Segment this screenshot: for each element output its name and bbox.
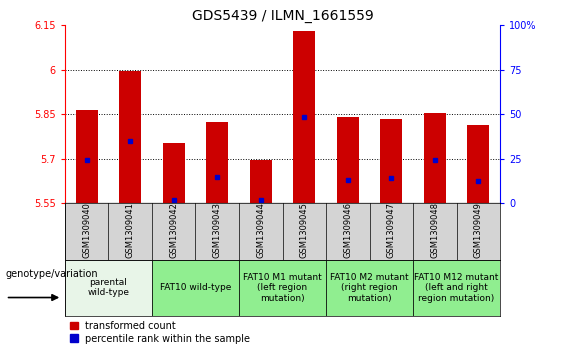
Text: GSM1309044: GSM1309044 (257, 202, 265, 258)
Text: GSM1309040: GSM1309040 (82, 202, 91, 258)
Title: GDS5439 / ILMN_1661559: GDS5439 / ILMN_1661559 (192, 9, 373, 23)
Bar (152, 260, 239, 316)
Bar (326, 260, 413, 316)
Bar (424, 113, 446, 203)
Bar (163, 143, 185, 203)
Text: GSM1309045: GSM1309045 (300, 202, 308, 258)
Bar (293, 31, 315, 203)
Text: GSM1309047: GSM1309047 (387, 202, 396, 258)
Bar (467, 125, 489, 203)
Legend: transformed count, percentile rank within the sample: transformed count, percentile rank withi… (70, 321, 250, 344)
Text: GSM1309042: GSM1309042 (170, 202, 178, 258)
Bar (250, 160, 272, 203)
Text: GSM1309043: GSM1309043 (213, 202, 221, 258)
Text: GSM1309049: GSM1309049 (474, 202, 483, 258)
Text: GSM1309046: GSM1309046 (344, 202, 352, 258)
Text: FAT10 M12 mutant
(left and right
region mutation): FAT10 M12 mutant (left and right region … (414, 273, 499, 303)
Bar (239, 260, 326, 316)
Bar (413, 260, 500, 316)
Bar (337, 117, 359, 203)
Text: GSM1309041: GSM1309041 (126, 202, 134, 258)
Text: FAT10 wild-type: FAT10 wild-type (160, 283, 231, 292)
Text: GSM1309048: GSM1309048 (431, 202, 439, 258)
Bar (206, 122, 228, 203)
Bar (65, 260, 152, 316)
Text: parental
wild-type: parental wild-type (88, 278, 129, 297)
Bar (380, 119, 402, 203)
Bar (76, 110, 98, 203)
Text: genotype/variation: genotype/variation (6, 269, 98, 279)
Bar (119, 72, 141, 203)
Text: FAT10 M1 mutant
(left region
mutation): FAT10 M1 mutant (left region mutation) (243, 273, 322, 303)
Text: FAT10 M2 mutant
(right region
mutation): FAT10 M2 mutant (right region mutation) (330, 273, 409, 303)
